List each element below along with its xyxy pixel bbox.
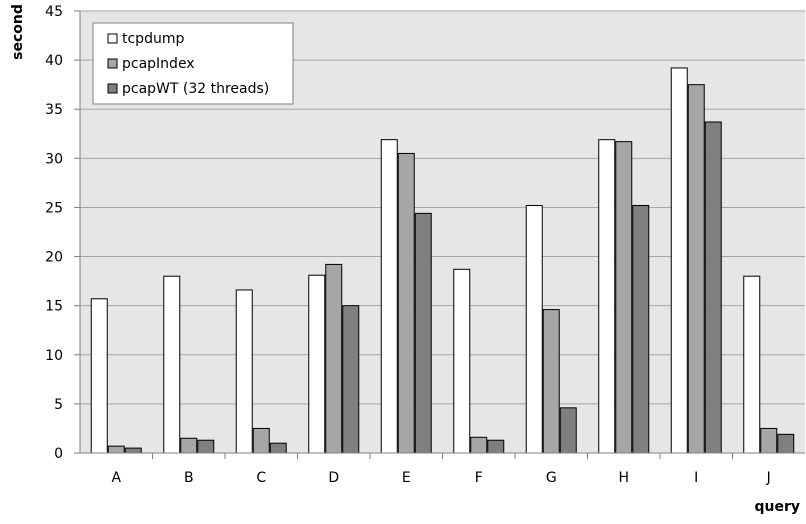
x-tick-label: A [111, 470, 121, 486]
bar-C-1 [252, 427, 270, 454]
y-tick-label: 45 [45, 4, 63, 20]
bar-D-2 [342, 305, 360, 454]
legend-swatch [107, 58, 118, 69]
bar-E-0 [380, 139, 398, 454]
y-tick-label: 5 [54, 397, 63, 413]
bar-B-1 [180, 437, 198, 454]
x-tick-label: J [766, 470, 771, 486]
y-tick-label: 15 [45, 299, 63, 315]
x-axis-title: query [754, 499, 800, 515]
legend-label: pcapIndex [122, 56, 195, 72]
x-tick-label: G [546, 470, 557, 486]
y-tick-label: 20 [45, 250, 63, 266]
bar-I-2 [704, 121, 722, 454]
bar-F-2 [487, 439, 505, 454]
bar-A-2 [124, 447, 142, 454]
legend-swatch [107, 83, 118, 94]
bar-J-2 [777, 433, 795, 454]
bar-J-1 [760, 427, 778, 454]
x-tick-label: F [475, 470, 483, 486]
bar-F-1 [470, 436, 488, 454]
y-tick-label: 30 [45, 151, 63, 167]
x-tick-label: B [184, 470, 194, 486]
bar-H-0 [598, 139, 616, 454]
legend-label: tcpdump [122, 31, 184, 47]
y-tick-label: 40 [45, 53, 63, 69]
x-tick-label: I [694, 470, 698, 486]
bar-D-0 [308, 274, 326, 454]
bar-A-1 [107, 445, 125, 454]
y-tick-label: 35 [45, 102, 63, 118]
bar-H-1 [615, 141, 633, 454]
bar-F-0 [453, 268, 471, 454]
x-tick-label: C [256, 470, 266, 486]
bar-I-0 [670, 67, 688, 454]
bar-E-1 [397, 152, 415, 454]
x-tick-label: H [618, 470, 629, 486]
bar-H-2 [632, 204, 650, 454]
bar-E-2 [414, 212, 432, 454]
bar-C-0 [235, 289, 253, 454]
x-tick-label: E [402, 470, 411, 486]
legend-swatch [107, 33, 118, 44]
bar-B-0 [163, 275, 181, 454]
bar-G-0 [525, 204, 543, 454]
legend-label: pcapWT (32 threads) [122, 81, 269, 97]
bar-G-1 [542, 309, 560, 454]
y-tick-label: 25 [45, 200, 63, 216]
y-tick-label: 10 [45, 348, 63, 364]
bar-A-0 [90, 298, 108, 454]
x-tick-label: D [328, 470, 339, 486]
legend-box [92, 22, 294, 105]
bar-I-1 [687, 84, 705, 454]
bar-D-1 [325, 263, 343, 454]
y-axis-title: second [10, 4, 26, 60]
bar-J-0 [743, 275, 761, 454]
bar-C-2 [269, 442, 287, 454]
bar-B-2 [197, 439, 215, 454]
y-tick-label: 0 [54, 446, 63, 462]
bar-G-2 [559, 407, 577, 454]
